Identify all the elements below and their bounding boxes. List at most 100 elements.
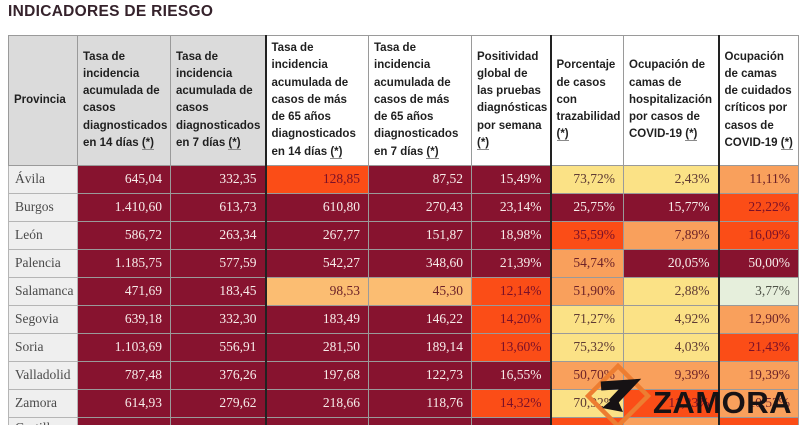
cell-tasa65-14d: 197,68: [264, 360, 369, 390]
table-row: Ávila 645,04 332,35 128,85 87,52 15,49% 73,72%…: [8, 164, 799, 194]
column-header-ocupacion-hosp: Ocupación de camas de hospitalización po…: [623, 35, 719, 166]
table-row: Palencia 1.185,75 577,59 542,27 348,60 21,39%…: [8, 248, 799, 278]
cell-ocupacion-uci: 16,09%: [717, 220, 799, 250]
footnote-asterisk: (*): [141, 136, 154, 150]
cell-positividad: 21,39%: [471, 248, 551, 278]
cell-ocupacion-hosp: 9,39%: [623, 360, 719, 390]
table-row: Zamora 614,93 279,62 218,66 118,76 14,32% 70,9…: [8, 388, 799, 418]
column-header-tasa-7d: Tasa de incidencia acumulada de casos di…: [170, 35, 266, 166]
cell-ocupacion-uci: 10,53%: [717, 388, 799, 418]
table-body: Ávila 645,04 332,35 128,85 87,52 15,49% 73,72%…: [8, 164, 799, 425]
cell-tasa65-14d: 542,27: [264, 248, 369, 278]
cell-trazabilidad: 47,80%: [549, 416, 624, 425]
cell-tasa-7d: 332,35: [170, 164, 266, 194]
cell-trazabilidad: 51,90%: [549, 276, 624, 306]
cell-tasa-14d: 614,93: [77, 388, 171, 418]
cell-tasa-14d: 645,04: [77, 164, 171, 194]
footnote-asterisk: (*): [228, 136, 241, 150]
table-row: León 586,72 263,34 267,77 151,87 18,98% 35,59%…: [8, 220, 799, 250]
cell-positividad: 12,14%: [471, 276, 551, 306]
row-label: Ávila: [8, 164, 78, 194]
cell-ocupacion-uci: 3,77%: [717, 276, 799, 306]
cell-positividad: 17,72%: [471, 416, 551, 425]
row-label: Palencia: [8, 248, 78, 278]
cell-ocupacion-uci: 11,11%: [717, 164, 799, 194]
cell-ocupacion-hosp: 4,03%: [623, 332, 719, 362]
column-header-trazabilidad: Porcentaje de casos con trazabilidad (*): [549, 35, 624, 166]
cell-positividad: 18,98%: [471, 220, 551, 250]
footnote-asterisk: (*): [556, 128, 569, 142]
cell-ocupacion-uci: 22,22%: [717, 192, 799, 222]
cell-tasa65-7d: 146,22: [368, 304, 472, 334]
cell-tasa65-14d: 218,66: [264, 388, 369, 418]
cell-trazabilidad: 50,70%: [549, 360, 624, 390]
cell-tasa65-14d: 281,50: [264, 332, 369, 362]
cell-trazabilidad: 25,75%: [549, 192, 624, 222]
cell-tasa65-7d: 118,76: [368, 388, 472, 418]
cell-tasa-14d: 806,08: [77, 416, 171, 425]
cell-tasa65-7d: 45,30: [368, 276, 472, 306]
cell-ocupacion-uci: 50,00%: [717, 248, 799, 278]
cell-tasa-14d: 787,48: [77, 360, 171, 390]
page-title: INDICADORES DE RIESGO: [8, 3, 214, 20]
cell-tasa65-14d: 98,53: [264, 276, 369, 306]
cell-tasa-14d: 471,69: [77, 276, 171, 306]
risk-indicators-table: Provincia Tasa de incidencia acumulada de…: [8, 35, 799, 425]
cell-ocupacion-hosp: 9,23%: [623, 416, 719, 425]
cell-positividad: 14,32%: [471, 388, 551, 418]
cell-trazabilidad: 54,74%: [549, 248, 624, 278]
row-label: Burgos: [8, 192, 78, 222]
column-header-positividad: Positividad global de las pruebas diagnó…: [471, 35, 551, 166]
cell-tasa-14d: 1.410,60: [77, 192, 171, 222]
row-label: Zamora: [8, 388, 78, 418]
footnote-asterisk: (*): [477, 136, 490, 150]
row-label: Castilla y León: [8, 416, 78, 425]
cell-ocupacion-hosp: 11,23%: [623, 388, 719, 418]
footnote-asterisk: (*): [330, 145, 343, 159]
cell-trazabilidad: 71,27%: [549, 304, 624, 334]
cell-tasa-7d: 183,45: [170, 276, 266, 306]
cell-tasa65-7d: 348,60: [368, 248, 472, 278]
cell-tasa-7d: 279,62: [170, 388, 266, 418]
cell-ocupacion-hosp: 7,89%: [623, 220, 719, 250]
table-header-row: Provincia Tasa de incidencia acumulada de…: [8, 35, 799, 166]
column-header-tasa65-14d: Tasa de incidencia acumulada de casos de…: [264, 35, 369, 166]
cell-ocupacion-hosp: 20,05%: [623, 248, 719, 278]
table-row: Burgos 1.410,60 613,73 610,80 270,43 23,14% 25…: [8, 192, 799, 222]
cell-tasa-14d: 639,18: [77, 304, 171, 334]
cell-tasa65-14d: 267,77: [264, 220, 369, 250]
table-row: Segovia 639,18 332,30 183,49 146,22 14,20% 71,…: [8, 304, 799, 334]
row-label: Valladolid: [8, 360, 78, 390]
cell-ocupacion-uci: 19,39%: [717, 360, 799, 390]
cell-positividad: 14,20%: [471, 304, 551, 334]
cell-ocupacion-hosp: 2,43%: [623, 164, 719, 194]
cell-tasa-7d: 376,26: [170, 360, 266, 390]
table-row: Soria 1.103,69 556,91 281,50 189,14 13,60% 75,…: [8, 332, 799, 362]
row-label: Segovia: [8, 304, 78, 334]
cell-ocupacion-uci: 12,90%: [717, 304, 799, 334]
column-header-provincia: Provincia: [8, 35, 78, 166]
cell-tasa-7d: 556,91: [170, 332, 266, 362]
table-row: Valladolid 787,48 376,26 197,68 122,73 16,55%…: [8, 360, 799, 390]
cell-tasa-14d: 1.185,75: [77, 248, 171, 278]
table-row: Castilla y León806,08371,29278,15154,471…: [8, 416, 799, 425]
row-label: León: [8, 220, 78, 250]
cell-positividad: 16,55%: [471, 360, 551, 390]
cell-tasa-7d: 577,59: [170, 248, 266, 278]
row-label: Salamanca: [8, 276, 78, 306]
cell-trazabilidad: 70,92%: [549, 388, 624, 418]
footnote-asterisk: (*): [426, 145, 439, 159]
cell-positividad: 15,49%: [471, 164, 551, 194]
table-header: Provincia Tasa de incidencia acumulada de…: [8, 35, 799, 166]
cell-tasa65-7d: 87,52: [368, 164, 472, 194]
cell-tasa65-7d: 270,43: [368, 192, 472, 222]
cell-tasa-14d: 1.103,69: [77, 332, 171, 362]
cell-trazabilidad: 35,59%: [549, 220, 624, 250]
cell-trazabilidad: 75,32%: [549, 332, 624, 362]
cell-ocupacion-hosp: 2,88%: [623, 276, 719, 306]
cell-tasa65-14d: 278,15: [264, 416, 369, 425]
cell-ocupacion-uci: 17,14%: [717, 416, 799, 425]
cell-tasa65-7d: 189,14: [368, 332, 472, 362]
cell-ocupacion-hosp: 15,77%: [623, 192, 719, 222]
